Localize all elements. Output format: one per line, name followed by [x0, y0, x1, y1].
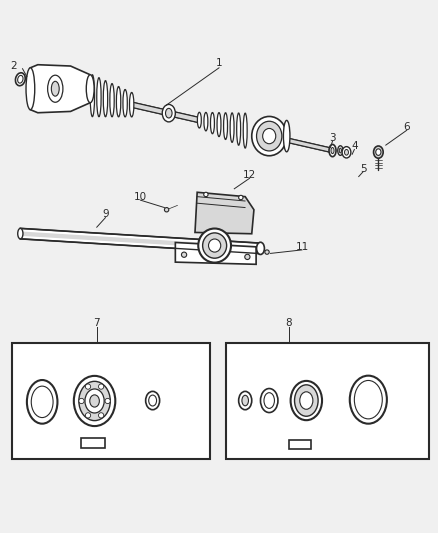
Ellipse shape [97, 78, 101, 117]
Ellipse shape [264, 393, 275, 408]
Ellipse shape [164, 207, 169, 212]
Ellipse shape [18, 228, 23, 239]
Ellipse shape [149, 395, 156, 406]
Ellipse shape [239, 391, 252, 410]
Ellipse shape [208, 239, 221, 252]
Ellipse shape [99, 384, 104, 389]
Ellipse shape [26, 68, 35, 110]
Ellipse shape [79, 398, 84, 403]
Text: 8: 8 [286, 318, 292, 328]
Polygon shape [20, 228, 261, 254]
Ellipse shape [230, 113, 234, 142]
Ellipse shape [198, 112, 201, 128]
Ellipse shape [123, 90, 127, 117]
Ellipse shape [15, 73, 25, 86]
Ellipse shape [331, 148, 334, 154]
Ellipse shape [117, 86, 121, 117]
Ellipse shape [354, 381, 382, 419]
Bar [81, 438, 106, 448]
Polygon shape [289, 139, 330, 152]
Ellipse shape [85, 389, 104, 413]
Ellipse shape [265, 250, 269, 254]
Text: 1: 1 [215, 59, 223, 68]
Ellipse shape [300, 392, 313, 409]
Ellipse shape [350, 376, 387, 424]
Polygon shape [20, 231, 261, 251]
Ellipse shape [99, 413, 104, 418]
Ellipse shape [223, 113, 227, 140]
Ellipse shape [211, 112, 215, 134]
Ellipse shape [257, 243, 265, 254]
Ellipse shape [85, 384, 91, 389]
Ellipse shape [130, 92, 134, 117]
Text: 7: 7 [93, 318, 100, 328]
Ellipse shape [374, 146, 383, 158]
Ellipse shape [166, 108, 172, 118]
Ellipse shape [74, 376, 115, 426]
Ellipse shape [242, 395, 248, 406]
Text: 4: 4 [351, 141, 358, 151]
Ellipse shape [237, 113, 240, 145]
Ellipse shape [198, 229, 231, 263]
Ellipse shape [103, 80, 108, 117]
Ellipse shape [342, 147, 351, 158]
Text: 9: 9 [102, 209, 109, 219]
Ellipse shape [257, 121, 282, 151]
Ellipse shape [345, 149, 349, 155]
Ellipse shape [204, 192, 208, 197]
Ellipse shape [90, 395, 99, 407]
Ellipse shape [146, 391, 159, 410]
Ellipse shape [252, 116, 287, 156]
Ellipse shape [283, 120, 290, 152]
Text: 10: 10 [134, 192, 147, 201]
Polygon shape [132, 102, 199, 123]
Ellipse shape [338, 146, 343, 155]
Ellipse shape [261, 389, 278, 413]
Ellipse shape [290, 381, 322, 420]
Polygon shape [175, 243, 256, 264]
Bar [12, 343, 210, 458]
Ellipse shape [51, 82, 59, 96]
Ellipse shape [110, 84, 114, 117]
Text: 6: 6 [403, 122, 410, 132]
Ellipse shape [27, 380, 57, 424]
Ellipse shape [294, 385, 318, 416]
Ellipse shape [90, 75, 95, 117]
Ellipse shape [329, 144, 336, 157]
Ellipse shape [217, 112, 221, 136]
Ellipse shape [86, 75, 94, 103]
Bar [226, 343, 428, 458]
Ellipse shape [376, 149, 381, 156]
Ellipse shape [79, 381, 110, 421]
Ellipse shape [239, 195, 243, 200]
Ellipse shape [243, 113, 247, 148]
Ellipse shape [18, 75, 23, 83]
Ellipse shape [105, 398, 110, 403]
Ellipse shape [85, 413, 91, 418]
Ellipse shape [245, 254, 250, 260]
Polygon shape [195, 192, 254, 234]
Text: 2: 2 [11, 61, 17, 71]
Bar [289, 440, 311, 449]
Ellipse shape [339, 148, 342, 153]
Ellipse shape [162, 104, 175, 122]
Polygon shape [30, 64, 90, 113]
Ellipse shape [181, 252, 187, 257]
Ellipse shape [31, 386, 53, 417]
Text: 12: 12 [243, 170, 256, 180]
Ellipse shape [204, 112, 208, 131]
Text: 11: 11 [295, 242, 309, 252]
Ellipse shape [203, 233, 226, 258]
Text: 3: 3 [329, 133, 336, 143]
Text: 5: 5 [360, 164, 367, 174]
Ellipse shape [48, 75, 63, 102]
Ellipse shape [263, 128, 276, 144]
